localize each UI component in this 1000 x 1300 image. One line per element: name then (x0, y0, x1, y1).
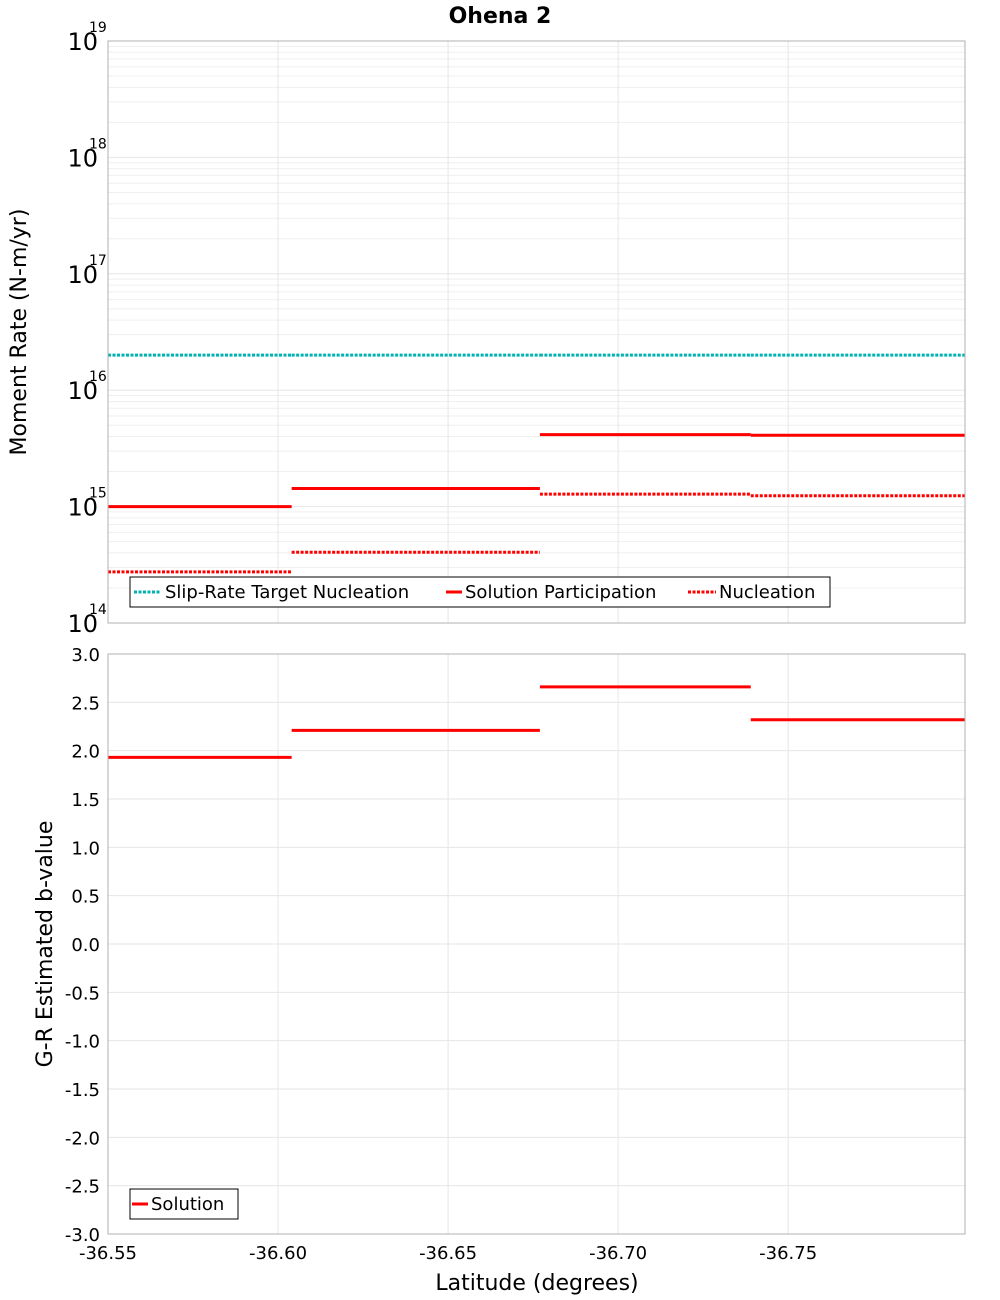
y-tick-exponent: 14 (89, 602, 107, 618)
x-tick-label: -36.60 (249, 1243, 307, 1264)
x-tick-label: -36.70 (589, 1243, 647, 1264)
legend-label-solution-participation: Solution Participation (465, 582, 656, 603)
y-tick-label: 0.0 (71, 935, 100, 956)
y-tick-label: -2.0 (65, 1128, 100, 1149)
b-value-series (108, 685, 965, 759)
moment-rate-plot-frame (107, 40, 966, 624)
b-value-y-ticks: 3.0 2.5 2.0 1.5 1.0 0.5 0.0 -0.5 -1.0 -1.5 -2.0 -2.… (65, 645, 100, 1246)
y-tick-label: 10 (67, 610, 98, 638)
y-tick-label: 10 (67, 261, 98, 289)
y-tick-label: -1.5 (65, 1080, 100, 1101)
y-tick-exponent: 16 (89, 369, 107, 385)
y-tick-exponent: 19 (89, 20, 107, 36)
y-tick-label: 1.0 (71, 838, 100, 859)
moment-rate-y-axis-label: Moment Rate (N-m/yr) (7, 209, 32, 456)
y-tick-label: 0.5 (71, 887, 100, 908)
b-value-gridlines (107, 653, 965, 1235)
y-tick-label: 2.0 (71, 742, 100, 763)
y-tick-label: -2.5 (65, 1177, 100, 1198)
y-tick-label: 1.5 (71, 790, 100, 811)
moment-rate-series (108, 353, 965, 574)
b-value-plot-frame (107, 653, 966, 1235)
x-tick-label: -36.55 (79, 1243, 137, 1264)
moment-rate-gridlines (107, 40, 965, 624)
b-value-y-axis-label: G-R Estimated b-value (33, 821, 58, 1068)
legend-label-solution: Solution (151, 1194, 224, 1215)
y-tick-exponent: 17 (89, 253, 107, 269)
legend-label-nucleation: Nucleation (719, 582, 815, 603)
chart-title: Ohena 2 (449, 4, 552, 29)
y-tick-label: -0.5 (65, 983, 100, 1004)
b-value-panel: 3.0 2.5 2.0 1.5 1.0 0.5 0.0 -0.5 -1.0 -1.5 -2.0 -2.… (33, 645, 966, 1296)
legend-label-target-nucleation: Slip-Rate Target Nucleation (165, 582, 409, 603)
y-tick-label: 10 (67, 28, 98, 56)
b-value-legend: Solution (129, 1188, 239, 1220)
x-tick-label: -36.65 (419, 1243, 477, 1264)
latitude-x-axis-label: Latitude (degrees) (435, 1271, 638, 1296)
y-tick-exponent: 18 (89, 136, 107, 152)
y-tick-label: 10 (67, 144, 98, 172)
moment-rate-legend: Slip-Rate Target Nucleation Solution Par… (129, 576, 831, 608)
latitude-x-ticks: -36.55 -36.60 -36.65 -36.70 -36.75 (79, 1243, 817, 1264)
x-tick-label: -36.75 (759, 1243, 817, 1264)
y-tick-label: -3.0 (65, 1225, 100, 1246)
y-tick-label: 2.5 (71, 693, 100, 714)
y-tick-label: 10 (67, 494, 98, 522)
y-tick-label: 3.0 (71, 645, 100, 666)
y-tick-exponent: 15 (89, 486, 107, 502)
y-tick-label: 10 (67, 377, 98, 405)
y-tick-label: -1.0 (65, 1032, 100, 1053)
